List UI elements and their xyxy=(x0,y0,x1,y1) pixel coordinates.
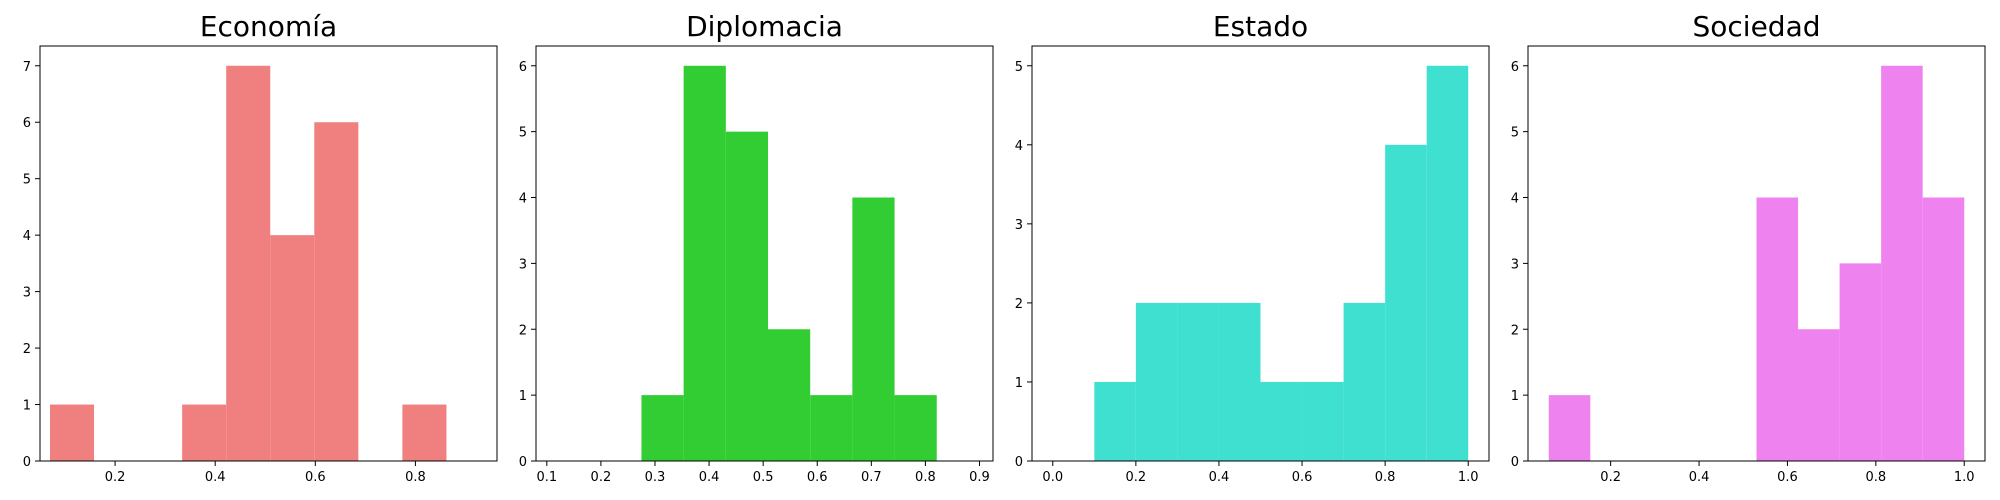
histogram-bar xyxy=(1094,381,1136,461)
x-tick-label: 0.2 xyxy=(591,470,612,485)
x-tick-label: 1.0 xyxy=(1954,470,1975,485)
panel-diplomacia: 0.1 0.2 0.3 0.4 0.5 0.6 0.7 0.8 0.9 0 1 2 3 4 5 6 Diplom… xyxy=(519,10,994,485)
histogram-bar xyxy=(1177,302,1219,461)
y-tick-label: 3 xyxy=(1511,257,1519,272)
y-tick-label: 1 xyxy=(519,389,527,404)
x-tick-label: 0.4 xyxy=(1209,470,1230,485)
histogram-bar xyxy=(1135,302,1178,461)
panel-sociedad: 0.2 0.4 0.6 0.8 1.0 0 1 2 3 4 5 6 Sociedad xyxy=(1511,10,1986,485)
chart-title: Diplomacia xyxy=(686,10,843,43)
histogram-bar xyxy=(1385,144,1427,462)
x-tick-label: 0.5 xyxy=(753,470,774,485)
y-tick-label: 4 xyxy=(23,229,31,244)
y-tick-label: 1 xyxy=(1511,389,1519,404)
y-tick-label: 0 xyxy=(1511,455,1519,470)
x-tick-label: 0.9 xyxy=(969,470,990,485)
y-tick-label: 2 xyxy=(23,342,31,357)
y-tick-label: 4 xyxy=(1015,139,1023,154)
y-tick-label: 0 xyxy=(1015,455,1023,470)
x-tick-label: 0.3 xyxy=(645,470,666,485)
histogram-bar xyxy=(852,197,895,461)
x-tick-label: 0.1 xyxy=(536,470,557,485)
histogram-bar xyxy=(402,404,447,461)
histogram-bar xyxy=(1302,381,1344,461)
histogram-bar xyxy=(314,122,359,461)
y-tick-label: 6 xyxy=(1511,60,1519,75)
chart-title: Economía xyxy=(200,10,337,43)
x-tick-label: 0.8 xyxy=(915,470,936,485)
axes-frame xyxy=(1031,45,1490,462)
panel-estado: 0.0 0.2 0.4 0.6 0.8 1.0 0 1 2 3 4 5 Estado xyxy=(1015,10,1490,485)
histogram-bar xyxy=(1260,381,1303,461)
histogram-bar xyxy=(1343,302,1386,461)
histogram-bar xyxy=(810,395,853,461)
axes-frame xyxy=(535,45,994,462)
y-tick-label: 2 xyxy=(519,323,527,338)
histogram-bar xyxy=(894,395,937,461)
axes-frame xyxy=(39,45,498,462)
histogram-bar xyxy=(641,395,684,461)
x-tick-label: 0.2 xyxy=(1600,470,1621,485)
y-tick-label: 5 xyxy=(23,173,31,188)
histogram-bar xyxy=(1922,197,1965,461)
y-tick-label: 2 xyxy=(1015,297,1023,312)
y-tick-label: 1 xyxy=(1015,376,1023,391)
histogram-bar xyxy=(683,65,726,461)
x-tick-label: 0.8 xyxy=(405,470,426,485)
x-tick-label: 0.2 xyxy=(105,470,126,485)
histogram-bar xyxy=(725,131,769,461)
x-tick-label: 0.8 xyxy=(1865,470,1886,485)
y-tick-label: 1 xyxy=(23,399,31,414)
panel-economia: 0.2 0.4 0.6 0.8 0 1 2 3 4 5 6 7 Economía xyxy=(23,10,498,485)
x-tick-label: 0.8 xyxy=(1375,470,1396,485)
x-tick-label: 0.4 xyxy=(699,470,720,485)
y-tick-label: 3 xyxy=(1015,218,1023,233)
y-tick-label: 4 xyxy=(1511,192,1519,207)
histogram-bar xyxy=(1756,197,1799,461)
y-tick-label: 4 xyxy=(519,192,527,207)
histogram-bar xyxy=(1881,65,1923,461)
x-tick-label: 0.2 xyxy=(1126,470,1147,485)
x-tick-label: 0.4 xyxy=(1689,470,1710,485)
y-tick-label: 2 xyxy=(1511,323,1519,338)
histogram-bar xyxy=(182,404,227,461)
histogram-bar xyxy=(1548,395,1591,461)
x-tick-label: 0.6 xyxy=(807,470,828,485)
y-tick-label: 5 xyxy=(1015,60,1023,75)
histogram-bar xyxy=(226,65,271,461)
histogram-bar xyxy=(1426,65,1469,461)
x-tick-label: 0.6 xyxy=(305,470,326,485)
axes-frame xyxy=(1527,45,1986,462)
x-tick-label: 1.0 xyxy=(1458,470,1479,485)
y-tick-label: 3 xyxy=(23,286,31,301)
y-tick-label: 6 xyxy=(519,60,527,75)
x-tick-label: 0.4 xyxy=(205,470,226,485)
y-tick-label: 5 xyxy=(519,126,527,141)
x-tick-label: 0.6 xyxy=(1292,470,1313,485)
x-tick-label: 0.7 xyxy=(861,470,882,485)
chart-title: Estado xyxy=(1213,10,1308,43)
histogram-bar xyxy=(1798,329,1840,461)
x-tick-label: 0.0 xyxy=(1042,470,1063,485)
histogram-bar xyxy=(1218,302,1261,461)
y-tick-label: 0 xyxy=(23,455,31,470)
y-tick-label: 6 xyxy=(23,116,31,131)
y-tick-label: 5 xyxy=(1511,126,1519,141)
histogram-bar xyxy=(768,329,811,461)
histogram-bar xyxy=(50,404,95,461)
y-tick-label: 0 xyxy=(519,455,527,470)
y-tick-label: 3 xyxy=(519,257,527,272)
chart-title: Sociedad xyxy=(1692,10,1820,43)
y-tick-label: 7 xyxy=(23,60,31,75)
histogram-bar xyxy=(1839,263,1882,461)
x-tick-label: 0.6 xyxy=(1777,470,1798,485)
histogram-bar xyxy=(270,235,315,461)
